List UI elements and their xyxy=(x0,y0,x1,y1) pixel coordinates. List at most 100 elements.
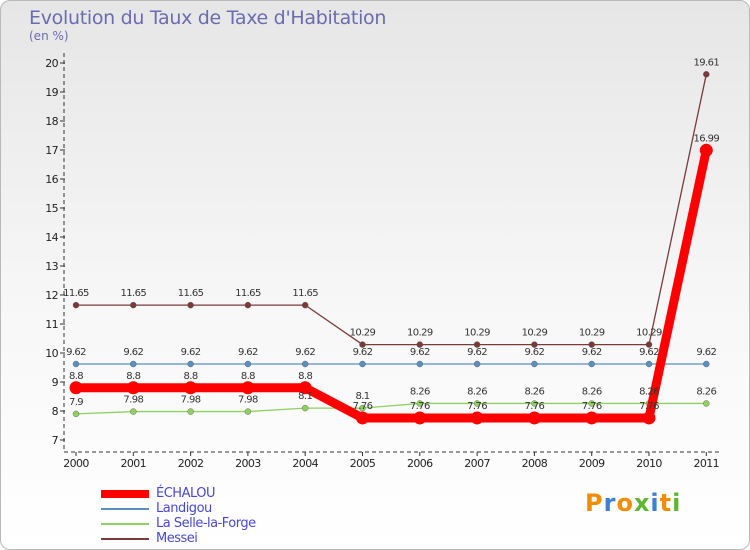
data-point-messei xyxy=(473,341,481,348)
data-label-landigou: 9.62 xyxy=(410,347,430,358)
data-label-chalou: 8.8 xyxy=(241,371,255,382)
series-line-la-selle-la-forge xyxy=(75,402,707,415)
x-tick-label: 2011 xyxy=(693,457,719,470)
data-label-chalou: 8.8 xyxy=(126,371,140,382)
data-point-landigou xyxy=(72,360,80,368)
y-tick-label: 9 xyxy=(52,376,59,389)
data-point-messei xyxy=(72,301,80,309)
data-label-la-selle-la-forge: 7.98 xyxy=(181,395,201,406)
data-label-messei: 10.29 xyxy=(636,328,662,339)
y-tick-label: 19 xyxy=(45,86,58,99)
data-point-messei xyxy=(130,301,137,309)
data-label-la-selle-la-forge: 7.9 xyxy=(69,397,83,408)
data-point-messei xyxy=(187,301,194,309)
data-label-landigou: 9.62 xyxy=(353,347,373,358)
data-point-messei xyxy=(416,341,423,348)
data-label-la-selle-la-forge: 7.98 xyxy=(238,395,258,406)
data-point-landigou xyxy=(473,360,481,368)
data-label-landigou: 9.62 xyxy=(639,347,659,358)
logo-letter: t xyxy=(659,489,673,517)
y-tick-label: 17 xyxy=(45,144,58,157)
legend-label: ÉCHALOU xyxy=(156,486,216,501)
legend-label: La Selle-la-Forge xyxy=(156,516,256,531)
data-label-la-selle-la-forge: 8.1 xyxy=(298,391,312,402)
data-point-chalou xyxy=(527,411,541,425)
data-label-messei: 11.65 xyxy=(235,288,261,299)
chart-unit-label: (en %) xyxy=(29,29,69,43)
data-point-landigou xyxy=(359,360,366,368)
legend-swatch xyxy=(101,508,149,510)
legend-item: ÉCHALOU xyxy=(101,486,341,502)
y-tick-label: 10 xyxy=(45,347,58,360)
data-label-la-selle-la-forge: 8.26 xyxy=(524,386,544,397)
data-label-messei: 11.65 xyxy=(292,288,318,299)
data-label-landigou: 9.62 xyxy=(696,347,716,358)
data-point-chalou xyxy=(184,381,198,395)
data-point-messei xyxy=(244,301,252,309)
data-label-la-selle-la-forge: 8.26 xyxy=(696,386,716,397)
data-point-landigou xyxy=(588,360,595,368)
y-tick-label: 14 xyxy=(45,231,58,244)
data-point-landigou xyxy=(302,360,309,368)
x-tick-label: 2000 xyxy=(63,457,89,470)
legend-label: Messei xyxy=(156,531,198,546)
data-label-la-selle-la-forge: 8.1 xyxy=(355,391,369,402)
legend-item: Landigou xyxy=(101,501,341,517)
data-label-landigou: 9.62 xyxy=(467,347,487,358)
chart-legend: ÉCHALOU Landigou La Selle-la-Forge Messei xyxy=(101,486,341,547)
data-point-landigou xyxy=(244,360,252,368)
data-point-messei xyxy=(645,341,653,348)
data-label-messei: 10.29 xyxy=(350,328,376,339)
data-label-chalou: 7.76 xyxy=(582,401,602,412)
data-label-messei: 19.61 xyxy=(693,57,719,68)
x-tick-label: 2009 xyxy=(579,457,605,470)
logo-letter: x xyxy=(633,489,651,517)
data-label-chalou: 8.8 xyxy=(184,371,198,382)
data-label-landigou: 9.62 xyxy=(524,347,544,358)
data-point-landigou xyxy=(703,360,710,368)
legend-swatch xyxy=(101,538,149,540)
data-label-landigou: 9.62 xyxy=(123,347,143,358)
data-label-chalou: 7.76 xyxy=(639,401,659,412)
data-label-chalou: 7.76 xyxy=(467,401,487,412)
data-point-landigou xyxy=(416,360,423,368)
data-point-messei xyxy=(302,301,309,309)
x-tick-label: 2007 xyxy=(464,457,490,470)
data-point-landigou xyxy=(187,360,194,368)
x-tick-label: 2006 xyxy=(407,457,433,470)
series-line-messei xyxy=(75,73,707,346)
data-label-landigou: 9.62 xyxy=(295,347,315,358)
data-point-la-selle-la-forge xyxy=(302,404,309,412)
data-label-la-selle-la-forge: 8.26 xyxy=(467,386,487,397)
data-label-messei: 10.29 xyxy=(407,328,433,339)
legend-label: Landigou xyxy=(156,501,212,516)
data-label-messei: 11.65 xyxy=(178,288,204,299)
data-point-la-selle-la-forge xyxy=(359,404,366,412)
x-tick-label: 2010 xyxy=(636,457,662,470)
data-label-chalou: 7.76 xyxy=(410,401,430,412)
data-point-landigou xyxy=(531,360,538,368)
data-label-landigou: 9.62 xyxy=(582,347,602,358)
y-tick-label: 13 xyxy=(45,260,58,273)
data-label-messei: 11.65 xyxy=(63,288,89,299)
series-line-chalou xyxy=(71,145,711,423)
logo-letter: i xyxy=(650,489,660,517)
x-tick-label: 2008 xyxy=(522,457,548,470)
data-label-messei: 10.29 xyxy=(579,328,605,339)
data-label-chalou: 8.8 xyxy=(298,371,312,382)
data-point-la-selle-la-forge xyxy=(130,408,137,415)
data-point-chalou xyxy=(413,411,427,425)
data-point-chalou xyxy=(585,411,599,425)
y-tick-label: 11 xyxy=(45,318,58,331)
y-tick-label: 15 xyxy=(45,202,58,215)
data-point-chalou xyxy=(356,411,369,425)
data-point-messei xyxy=(359,341,366,348)
data-point-la-selle-la-forge xyxy=(703,400,710,407)
data-point-la-selle-la-forge xyxy=(416,400,423,407)
legend-item: La Selle-la-Forge xyxy=(101,516,341,532)
data-point-landigou xyxy=(130,360,137,368)
legend-item: Messei xyxy=(101,531,341,547)
logo-letter: P xyxy=(585,489,604,517)
data-point-chalou xyxy=(642,411,656,425)
